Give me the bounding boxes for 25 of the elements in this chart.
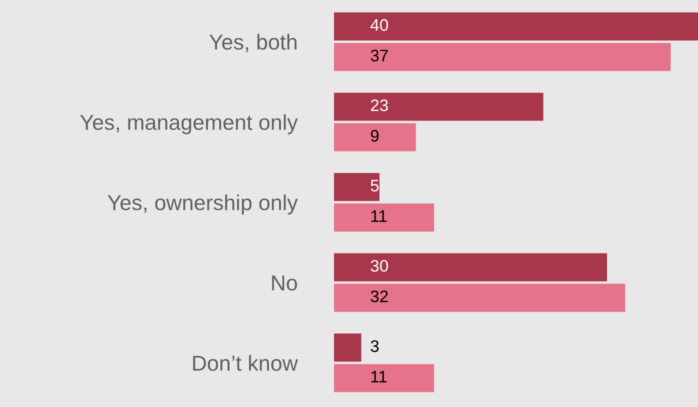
bar [334, 334, 362, 362]
bar [334, 42, 671, 72]
data-label: 9 [370, 130, 379, 142]
data-label: 32 [370, 290, 388, 302]
y-tick-label: Don’t know [193, 355, 298, 371]
bar [334, 172, 380, 202]
bar [334, 364, 434, 392]
data-label: 30 [370, 260, 388, 272]
data-label: 37 [370, 50, 388, 62]
y-tick-label: Yes, management only [80, 114, 298, 134]
y-tick-label: Yes, both [209, 34, 296, 52]
bar [334, 204, 434, 232]
data-label: 3 [370, 340, 379, 352]
y-tick-label: No [272, 276, 297, 291]
data-label: 23 [370, 99, 388, 112]
bar [334, 123, 416, 152]
bar [334, 253, 607, 282]
bar [334, 92, 544, 121]
y-tick-label: Yes, ownership only [108, 194, 298, 215]
data-label: 11 [371, 210, 387, 222]
data-label: 11 [371, 370, 387, 382]
data-label: 5 [370, 180, 379, 192]
bar [334, 284, 626, 312]
bar [334, 12, 698, 40]
data-label: 40 [370, 19, 388, 31]
